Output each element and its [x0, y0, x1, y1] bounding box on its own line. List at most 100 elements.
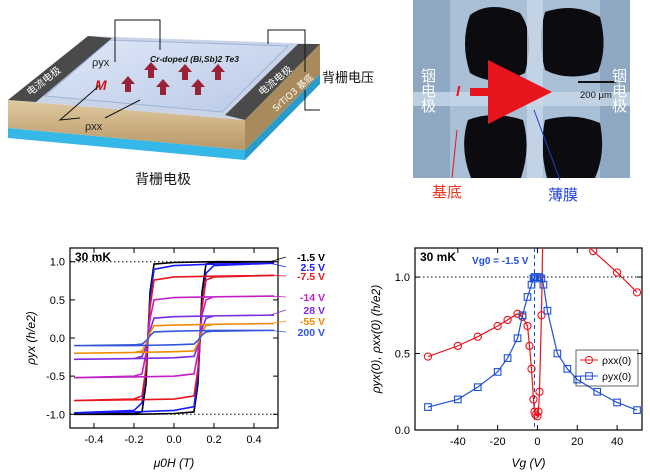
- film-label: Cr-doped (Bi,Sb)2 Te3: [150, 54, 239, 64]
- marker: [563, 364, 572, 373]
- right-electrode: [225, 44, 320, 120]
- marker: [537, 311, 546, 320]
- x-tick-label: -20: [490, 436, 506, 448]
- marker: [613, 398, 621, 407]
- marker: [473, 332, 482, 341]
- y-tick-label: 1.0: [395, 272, 410, 284]
- x-tick-label: -0.4: [85, 434, 104, 446]
- y-tick-label: -1.0: [46, 409, 65, 421]
- marker: [453, 341, 462, 351]
- film: [43, 39, 290, 113]
- scale-bar-label: 200 μm: [580, 90, 612, 101]
- substrate-label: 基底: [432, 183, 462, 201]
- legend-label: 28 V: [303, 305, 325, 317]
- gate-layer: [8, 128, 245, 160]
- x-tick-label: 0: [534, 436, 540, 448]
- plot-frame: [414, 247, 643, 431]
- wire: [104, 99, 141, 119]
- legend-marker: [584, 355, 594, 365]
- marker: [589, 248, 598, 256]
- pointer: [533, 109, 561, 181]
- series-line: [73, 274, 275, 402]
- marker: [534, 407, 543, 416]
- left-electrode-label: 铟电极: [419, 68, 437, 113]
- x-tick-label: 20: [571, 436, 583, 448]
- x-tick-label: 0.4: [246, 434, 261, 446]
- marker: [525, 341, 534, 351]
- y-tick-label: 0.5: [50, 295, 65, 307]
- marker: [529, 395, 538, 404]
- marker: [513, 334, 522, 343]
- left-electrode: [8, 36, 112, 102]
- legend-label: 2.5 V: [300, 262, 325, 274]
- marker: [527, 364, 536, 373]
- marker: [612, 268, 622, 277]
- legend-leader: [269, 295, 287, 298]
- legend-label: -1.5 V: [297, 252, 325, 264]
- marker: [503, 354, 512, 362]
- x-tick-label: 40: [611, 436, 623, 448]
- magnetization-label: M: [95, 77, 107, 93]
- legend-label: -7.5 V: [297, 271, 325, 283]
- marker: [573, 375, 582, 384]
- marker: [523, 293, 532, 301]
- gate-electrode-label: 背栅电极: [135, 172, 191, 188]
- plot-area: [73, 260, 275, 416]
- marker: [453, 395, 462, 404]
- marker: [424, 403, 432, 411]
- legend-leader: [269, 320, 287, 324]
- moment-arrows: [121, 62, 225, 95]
- series-line: [73, 314, 275, 361]
- y-tick-label: -0.5: [46, 371, 65, 383]
- marker: [539, 280, 548, 289]
- series-line: [73, 262, 275, 414]
- rho-yx-label: ρyx: [92, 57, 110, 69]
- marker: [535, 273, 544, 281]
- y-axis-label: ρyx(0), ρxx(0) (h/e2): [369, 285, 383, 394]
- current-label: I: [456, 83, 461, 100]
- x-tick-label: -40: [450, 436, 466, 448]
- marker: [553, 349, 562, 358]
- schematic: 电流电极 电流电极 SrTiO3 基底 ρyx Cr-doped (Bi,Sb)…: [8, 19, 374, 188]
- marker: [529, 274, 538, 283]
- marker: [632, 288, 642, 297]
- x-axis-label: Vg (V): [511, 456, 545, 470]
- legend-leader: [269, 309, 287, 316]
- marker: [543, 306, 552, 315]
- substrate-front: [8, 100, 245, 150]
- x-tick-label: 0.0: [166, 434, 181, 446]
- rho-xx-label: ρxx: [85, 121, 103, 133]
- x-tick-label: -0.2: [125, 434, 144, 446]
- legend-label: ρxx(0): [602, 355, 631, 367]
- wire: [304, 90, 320, 111]
- marker: [518, 311, 527, 320]
- legend-leader: [269, 262, 287, 268]
- annotation: 30 mK: [75, 250, 111, 264]
- x-tick-label: 0.2: [206, 434, 221, 446]
- plot-frame: [69, 247, 279, 429]
- series-line: [73, 260, 275, 416]
- right-electrode-label: 铟电极: [610, 68, 628, 113]
- marker: [493, 321, 502, 331]
- marker: [493, 368, 502, 376]
- x-axis-label: μ0H (T): [153, 456, 195, 470]
- y-axis-label: ρyx (h/e2): [24, 311, 38, 366]
- y-tick-label: 0.5: [395, 349, 410, 361]
- annotation: 30 mK: [420, 250, 456, 264]
- legend-label: 200 V: [298, 327, 325, 339]
- legend-leader: [269, 275, 287, 277]
- charts: -0.4 -0.2 0.0 0.2 0.4 -1.0 -0.5 0.0 0.5 1.0 -1.5 V…: [24, 197, 643, 470]
- marker: [523, 321, 532, 331]
- y-tick-label: 0.0: [50, 333, 65, 345]
- pointer: [451, 129, 458, 179]
- marker: [540, 197, 547, 204]
- series-line: [73, 295, 275, 379]
- y-tick-label: 0.0: [395, 425, 410, 437]
- reference-label: Vg0 = -1.5 V: [472, 256, 529, 267]
- wire: [58, 84, 101, 121]
- legend-frame: [575, 349, 639, 387]
- legend-label: ρyx(0): [602, 371, 631, 383]
- series-line: [427, 248, 638, 418]
- film-label: 薄膜: [548, 186, 578, 204]
